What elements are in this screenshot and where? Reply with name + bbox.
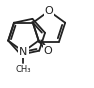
Text: CH₃: CH₃ — [16, 65, 31, 74]
Text: O: O — [45, 6, 53, 16]
Text: N: N — [19, 47, 28, 57]
Text: O: O — [43, 46, 52, 56]
